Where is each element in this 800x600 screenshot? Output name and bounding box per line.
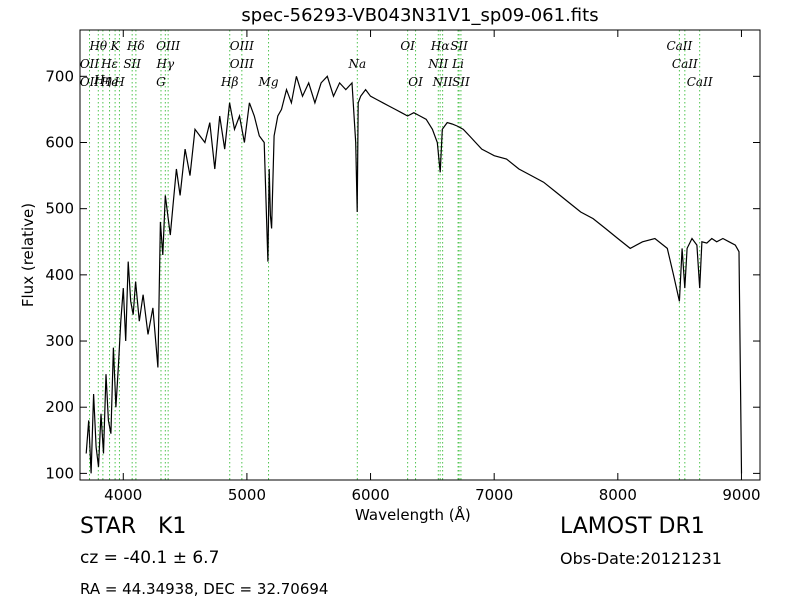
y-tick-label: 700 [45,67,74,85]
line-marker-label: OIII [230,39,254,53]
line-marker-label: OIII [156,39,180,53]
line-marker-label: H [113,75,125,89]
y-tick-label: 300 [45,332,74,350]
x-tick-label: 9000 [722,486,760,504]
line-marker-label: OI [408,75,423,89]
line-marker-label: Hβ [220,75,238,89]
y-tick-label: 600 [45,134,74,152]
line-marker-label: Li [451,57,464,71]
x-axis-label: Wavelength (Å) [355,506,471,524]
y-tick-label: 100 [45,464,74,482]
object-class: STAR [80,514,137,539]
line-marker-label: Hγ [155,57,174,71]
observation-date: Obs-Date:20121231 [560,549,722,568]
line-marker-label: Hε [100,57,118,71]
line-marker-label: SII [123,57,141,71]
line-marker-label: K [110,39,121,53]
line-markers [89,30,701,480]
line-marker-label: SII [450,39,468,53]
line-marker-label: Hα [430,39,450,53]
x-tick-label: 8000 [599,486,637,504]
line-marker-label: Hη [93,73,112,87]
line-marker-label: OII [80,75,100,89]
line-marker-label: NII [427,57,448,71]
line-marker-label: OIII [230,57,254,71]
line-marker-label: SII [452,75,470,89]
y-tick-label: 200 [45,398,74,416]
y-axis-label: Flux (relative) [19,203,37,307]
line-marker-label: CaII [672,57,698,71]
line-marker-label: Hδ [126,39,145,53]
y-tick-label: 500 [45,200,74,218]
axis-ticks: 4000 5000 6000 7000 8000 9000 100 200 300 400 500 6… [45,30,761,504]
survey-name: LAMOST DR1 [560,514,705,539]
x-tick-label: 4000 [104,486,142,504]
line-marker-label: OII [80,57,100,71]
x-tick-label: 5000 [228,486,266,504]
line-marker-label: CaII [666,39,692,53]
line-marker-label: He [100,75,119,89]
line-marker-label: G [156,75,166,89]
redshift-readout: cz = -40.1 ± 6.7 [80,548,220,568]
x-tick-label: 6000 [351,486,389,504]
object-subclass: K1 [158,514,187,539]
line-marker-label: NII [432,75,453,89]
x-tick-label: 7000 [475,486,513,504]
coordinates-readout: RA = 44.34938, DEC = 32.70694 [80,580,329,598]
chart-title: spec-56293-VB043N31V1_sp09-061.fits [241,5,599,26]
spectrum-line [85,75,743,474]
line-marker-label: Hθ [88,39,107,53]
line-marker-label: Mg [258,75,279,89]
line-marker-label: CaII [687,75,713,89]
line-marker-label: OI [400,39,415,53]
line-marker-label: Na [347,57,366,71]
y-tick-label: 400 [45,266,74,284]
plot-frame [79,29,761,481]
